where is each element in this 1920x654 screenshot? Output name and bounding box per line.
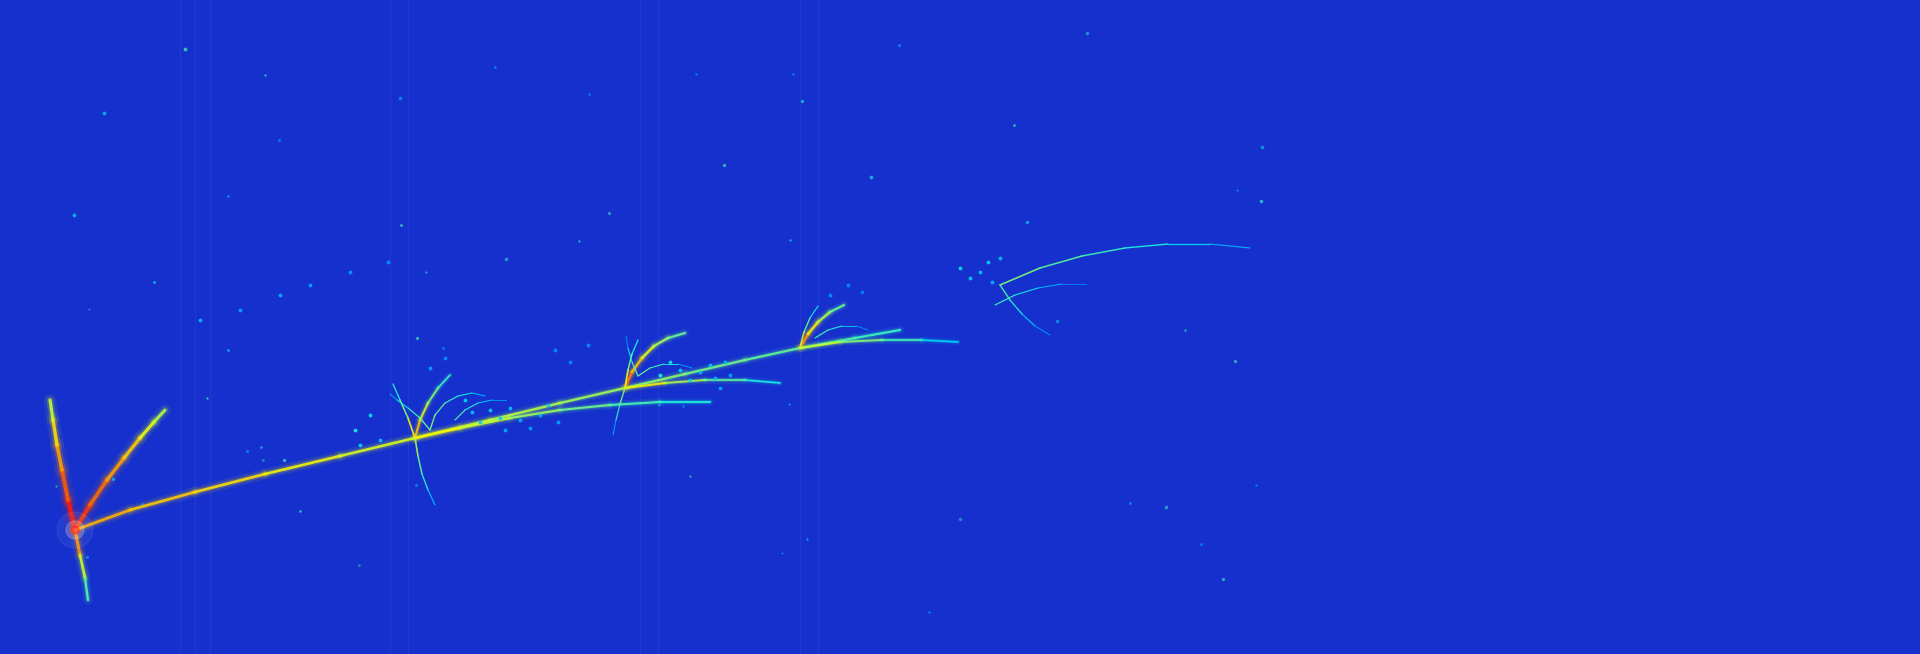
Circle shape	[65, 521, 84, 539]
Circle shape	[71, 526, 79, 534]
Circle shape	[58, 512, 92, 548]
